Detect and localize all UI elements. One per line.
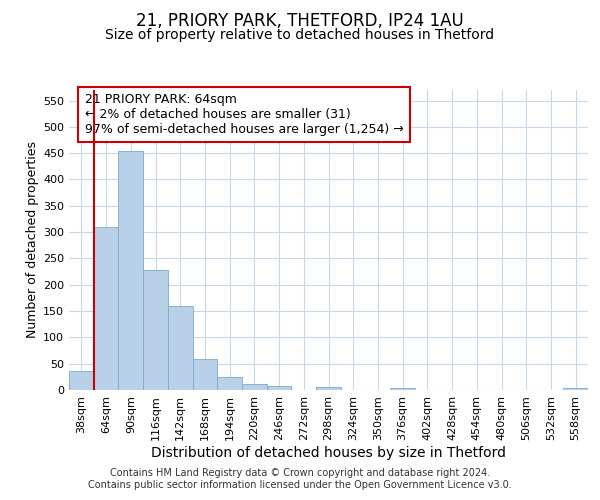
- Text: Contains HM Land Registry data © Crown copyright and database right 2024.: Contains HM Land Registry data © Crown c…: [110, 468, 490, 477]
- X-axis label: Distribution of detached houses by size in Thetford: Distribution of detached houses by size …: [151, 446, 506, 460]
- Bar: [563, 388, 588, 390]
- Bar: [118, 150, 143, 390]
- Bar: [242, 384, 267, 390]
- Bar: [143, 270, 168, 390]
- Bar: [267, 386, 292, 390]
- Text: 21, PRIORY PARK, THETFORD, IP24 1AU: 21, PRIORY PARK, THETFORD, IP24 1AU: [136, 12, 464, 30]
- Bar: [316, 388, 341, 390]
- Text: Size of property relative to detached houses in Thetford: Size of property relative to detached ho…: [106, 28, 494, 42]
- Y-axis label: Number of detached properties: Number of detached properties: [26, 142, 39, 338]
- Bar: [390, 388, 415, 390]
- Bar: [193, 360, 217, 390]
- Text: Contains public sector information licensed under the Open Government Licence v3: Contains public sector information licen…: [88, 480, 512, 490]
- Bar: [217, 377, 242, 390]
- Bar: [168, 306, 193, 390]
- Bar: [69, 370, 94, 390]
- Text: 21 PRIORY PARK: 64sqm
← 2% of detached houses are smaller (31)
97% of semi-detac: 21 PRIORY PARK: 64sqm ← 2% of detached h…: [85, 93, 403, 136]
- Bar: [94, 227, 118, 390]
